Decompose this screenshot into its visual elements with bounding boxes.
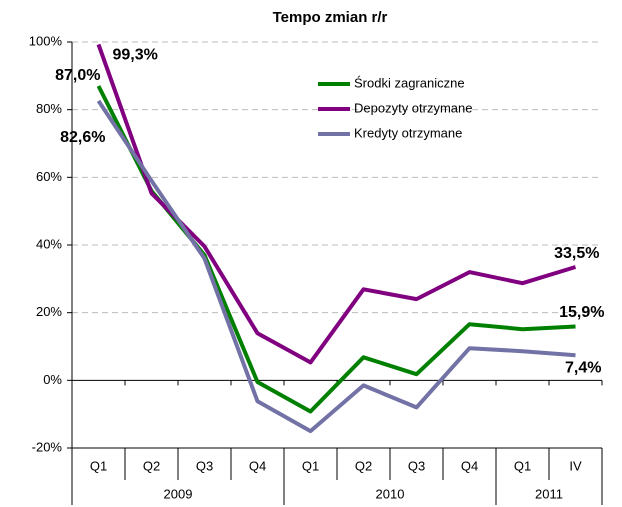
y-tick-label: 80% [36, 101, 62, 116]
x-tick-label: Q4 [249, 458, 266, 473]
data-label: 7,4% [565, 360, 601, 377]
y-tick-label: 100% [29, 33, 63, 48]
x-tick-label: Q1 [90, 458, 107, 473]
y-tick-label: 20% [36, 304, 62, 319]
y-tick-label: -20% [32, 439, 63, 454]
legend-label: Kredyty otrzymane [354, 125, 462, 140]
x-tick-label: Q2 [143, 458, 160, 473]
x-group-label: 2011 [535, 486, 563, 501]
data-label: 15,9% [559, 304, 604, 321]
series-line [96, 43, 577, 365]
y-tick-label: 40% [36, 236, 62, 251]
x-tick-label: Q1 [514, 458, 531, 473]
x-tick-label: Q1 [302, 458, 319, 473]
series-line [96, 99, 576, 434]
y-tick-label: 0% [43, 372, 62, 387]
data-label: 99,3% [113, 47, 158, 64]
x-tick-label: Q3 [196, 458, 213, 473]
chart-title: Tempo zmian r/r [273, 9, 388, 26]
x-tick-label: Q2 [355, 458, 372, 473]
x-tick-label: Q4 [461, 458, 478, 473]
legend-label: Środki zagraniczne [354, 75, 465, 90]
legend-label: Depozyty otrzymane [354, 100, 473, 115]
y-tick-label: 60% [36, 169, 62, 184]
data-label: 33,5% [554, 245, 599, 262]
x-tick-label: Q3 [408, 458, 425, 473]
data-label: 82,6% [60, 129, 105, 146]
x-group-label: 2009 [164, 486, 193, 501]
x-group-label: 2010 [376, 486, 405, 501]
x-tick-label: IV [569, 458, 582, 473]
data-label: 87,0% [55, 67, 100, 84]
